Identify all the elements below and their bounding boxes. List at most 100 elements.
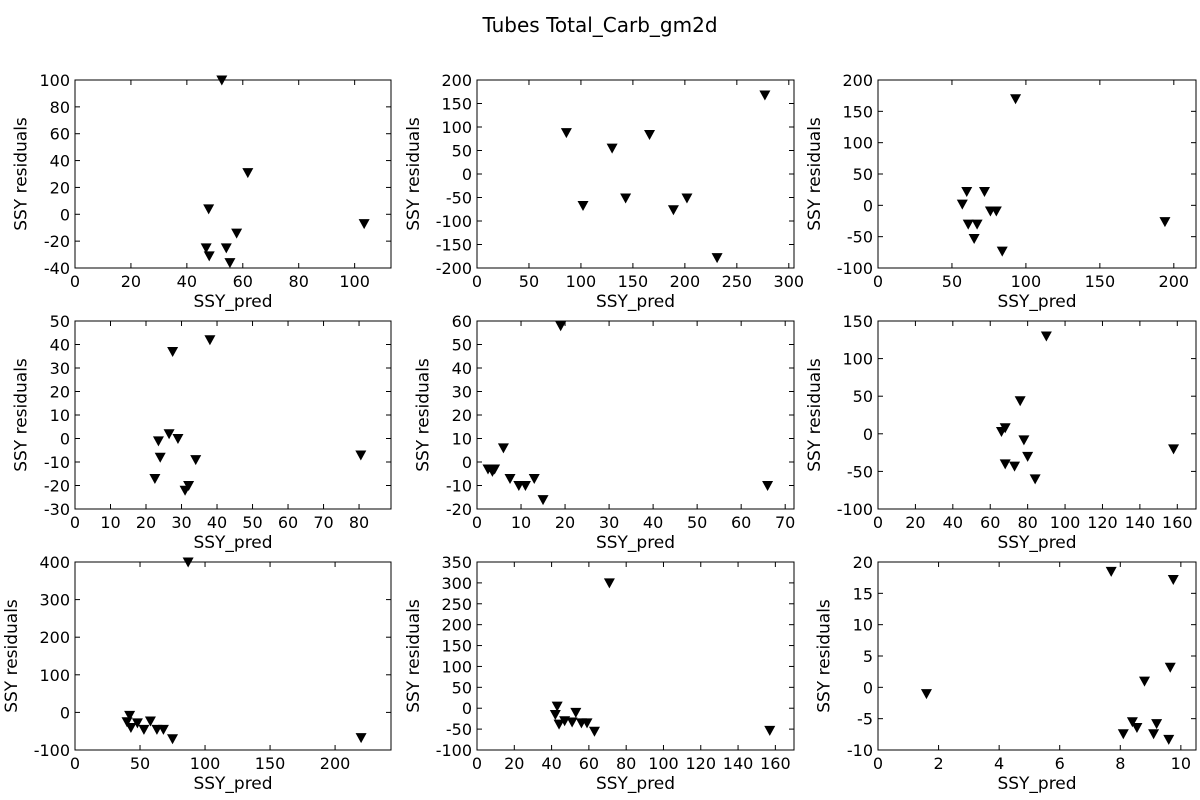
data-point <box>667 205 679 216</box>
x-tick-label: 60 <box>980 513 1000 532</box>
data-point <box>1131 722 1143 733</box>
x-tick-label: 20 <box>905 513 925 532</box>
axes-frame <box>74 79 392 269</box>
data-point <box>179 485 191 496</box>
data-point <box>355 733 367 744</box>
data-point <box>620 193 632 204</box>
data-point <box>603 578 615 589</box>
data-point <box>990 206 1002 217</box>
y-axis-label: SSY residuals <box>414 358 434 472</box>
x-axis-label: SSY_pred <box>193 292 272 312</box>
y-axis-label: SSY residuals <box>805 358 825 472</box>
y-tick-label: -10 <box>44 453 70 472</box>
y-tick-label: 30 <box>452 383 472 402</box>
x-tick-label: 0 <box>472 272 482 291</box>
y-tick-label: 40 <box>452 359 472 378</box>
data-point <box>711 253 723 264</box>
data-point <box>216 75 228 86</box>
x-tick-label: 100 <box>1011 272 1042 291</box>
data-point <box>138 724 150 735</box>
x-axis-label: SSY_pred <box>997 292 1076 312</box>
data-point <box>1010 94 1022 105</box>
x-tick-label: 0 <box>70 513 80 532</box>
y-tick-label: 50 <box>452 678 472 697</box>
y-tick-label: -50 <box>847 228 873 247</box>
y-tick-label: 0 <box>863 678 873 697</box>
axes-frame <box>476 320 795 510</box>
x-axis-label: SSY_pred <box>596 292 675 312</box>
axes-frame <box>476 79 795 269</box>
data-point <box>555 321 567 332</box>
x-axis-label: SSY_pred <box>596 774 675 794</box>
data-point <box>204 335 216 346</box>
x-tick-label: 0 <box>70 272 80 291</box>
x-tick-label: 6 <box>1055 754 1065 773</box>
y-tick-label: 50 <box>50 312 70 331</box>
subplot-4: 0 10 20 30 40 50 60 70 80-30-20-1001020304050SSY… <box>12 312 392 553</box>
x-tick-label: 30 <box>599 513 619 532</box>
y-tick-label: 200 <box>441 616 472 635</box>
x-tick-label: 0 <box>472 513 482 532</box>
y-tick-label: 350 <box>441 553 472 572</box>
y-tick-label: 0 <box>462 165 472 184</box>
y-tick-label: 100 <box>39 71 70 90</box>
y-tick-label: -50 <box>446 720 472 739</box>
figure-title: Tubes Total_Carb_gm2d <box>481 13 717 37</box>
y-tick-label: 150 <box>441 95 472 114</box>
y-tick-label: -100 <box>837 259 873 278</box>
data-point <box>553 719 565 730</box>
data-point <box>1151 719 1163 730</box>
x-tick-label: 140 <box>1125 513 1156 532</box>
data-point <box>551 701 563 712</box>
y-tick-label: 0 <box>462 699 472 718</box>
x-tick-label: 120 <box>685 754 716 773</box>
data-point <box>172 434 184 444</box>
y-tick-label: 150 <box>842 312 873 331</box>
x-tick-label: 0 <box>472 754 482 773</box>
y-tick-label: 150 <box>441 637 472 656</box>
y-tick-label: 60 <box>50 125 70 144</box>
x-axis-label: SSY_pred <box>997 774 1076 794</box>
x-tick-label: 4 <box>994 754 1004 773</box>
data-point <box>497 443 509 454</box>
y-tick-label: -150 <box>436 236 472 255</box>
y-tick-label: -50 <box>446 189 472 208</box>
x-tick-label: 60 <box>731 513 751 532</box>
y-tick-label: 20 <box>50 383 70 402</box>
data-point <box>566 717 578 728</box>
data-point <box>996 246 1008 257</box>
y-tick-label: -50 <box>847 462 873 481</box>
data-point <box>1163 734 1175 745</box>
y-axis-label: SSY residuals <box>12 117 32 231</box>
y-tick-label: 200 <box>441 71 472 90</box>
y-tick-label: 200 <box>39 628 70 647</box>
data-point <box>968 234 980 245</box>
data-point <box>121 717 133 728</box>
x-tick-label: 80 <box>1017 513 1037 532</box>
data-point <box>1164 662 1176 673</box>
data-point <box>978 187 990 198</box>
data-point <box>581 718 593 729</box>
x-axis-label: SSY_pred <box>193 533 272 553</box>
x-tick-label: 60 <box>233 272 253 291</box>
y-tick-label: -100 <box>436 741 472 760</box>
subplot-7: 0 50 100 150 200-1000100200300400SSY_predSSY… <box>2 553 392 794</box>
y-tick-label: 100 <box>842 134 873 153</box>
data-point <box>920 689 932 700</box>
y-tick-label: 50 <box>452 336 472 355</box>
x-tick-label: 300 <box>774 272 805 291</box>
data-point <box>231 228 243 239</box>
y-tick-label: 50 <box>452 142 472 161</box>
y-tick-label: 30 <box>50 359 70 378</box>
y-tick-label: 100 <box>39 666 70 685</box>
data-point <box>681 193 693 204</box>
y-tick-label: 200 <box>842 71 873 90</box>
x-tick-label: 40 <box>541 754 561 773</box>
data-point <box>764 725 776 736</box>
data-point <box>144 716 156 727</box>
x-tick-label: 50 <box>242 513 262 532</box>
x-tick-label: 40 <box>177 272 197 291</box>
x-tick-label: 40 <box>943 513 963 532</box>
data-point <box>1105 566 1117 577</box>
